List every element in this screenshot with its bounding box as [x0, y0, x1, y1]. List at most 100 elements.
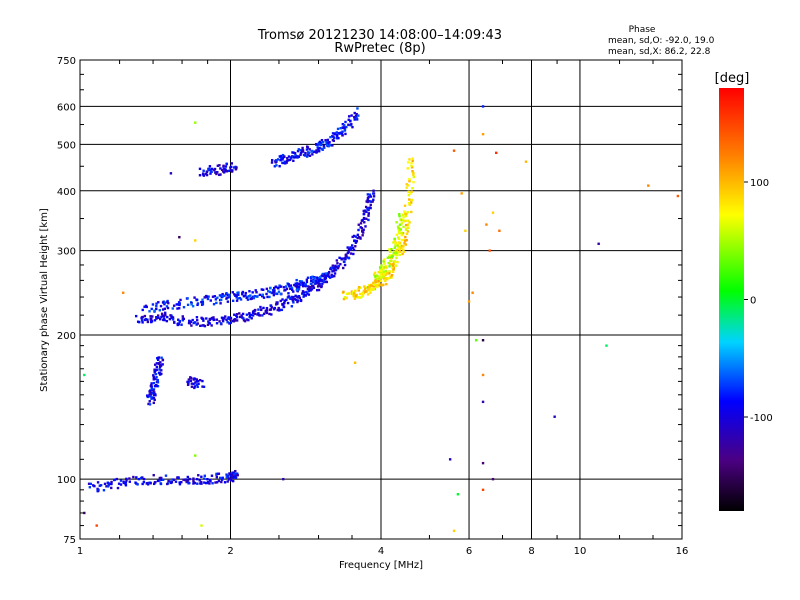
data-point [242, 319, 246, 322]
data-point [282, 302, 286, 305]
data-point [336, 262, 339, 265]
data-point [358, 296, 361, 299]
data-point [345, 292, 349, 296]
data-point [155, 362, 159, 365]
data-point [222, 171, 226, 174]
data-point [295, 298, 298, 301]
data-point [280, 156, 283, 160]
data-point [117, 482, 121, 485]
data-point [215, 475, 219, 479]
data-point [143, 305, 146, 308]
data-point [296, 299, 300, 302]
data-point [219, 322, 223, 325]
data-point [156, 358, 160, 362]
data-point [385, 282, 388, 286]
data-point [406, 167, 409, 170]
data-point [146, 395, 149, 399]
data-point [348, 123, 351, 127]
data-point [168, 317, 172, 321]
data-point [153, 481, 157, 484]
data-point [411, 159, 414, 163]
data-point [333, 268, 336, 271]
data-point [307, 293, 311, 296]
data-point [158, 479, 161, 482]
data-point [211, 482, 214, 485]
data-point [287, 283, 290, 286]
data-point [244, 294, 247, 297]
data-point [153, 309, 156, 312]
data-point [286, 301, 290, 305]
data-point [282, 477, 285, 481]
data-point [270, 313, 273, 316]
data-point [225, 473, 228, 476]
data-point [89, 482, 92, 486]
data-point [401, 213, 405, 216]
data-point [162, 318, 165, 322]
data-point [221, 295, 224, 298]
data-point [289, 284, 293, 287]
data-point [206, 297, 210, 301]
data-point [153, 384, 157, 388]
data-point [208, 482, 211, 485]
data-point [128, 480, 132, 483]
data-point [152, 473, 155, 477]
data-point [196, 385, 199, 389]
data-point [207, 295, 210, 298]
data-point [354, 235, 357, 238]
data-point [164, 301, 167, 304]
data-point [403, 239, 407, 243]
data-point [370, 288, 373, 291]
data-point [372, 195, 376, 198]
data-point [343, 263, 347, 267]
data-point [357, 289, 360, 292]
data-point [287, 292, 290, 295]
data-point [405, 238, 408, 242]
data-point [400, 222, 404, 225]
data-point [237, 293, 240, 297]
data-point [235, 166, 238, 169]
data-point [318, 140, 322, 144]
data-point [231, 319, 234, 323]
data-point [364, 290, 367, 293]
data-point [208, 318, 212, 322]
data-point [215, 172, 218, 176]
data-point [382, 259, 385, 263]
data-point [324, 139, 327, 142]
data-point [152, 375, 155, 379]
data-point [188, 322, 192, 325]
data-point [335, 265, 338, 268]
data-point [379, 269, 382, 272]
data-point [159, 317, 162, 321]
data-point [155, 376, 158, 379]
data-point [292, 290, 295, 293]
data-point [374, 281, 378, 284]
data-point [142, 477, 146, 481]
colorbar-ticks: 100 0 -100 [744, 178, 773, 424]
data-point [481, 461, 485, 465]
data-point [195, 477, 199, 481]
data-point [410, 166, 414, 169]
data-point [336, 127, 340, 131]
data-point [347, 292, 350, 295]
data-point [202, 324, 205, 327]
data-point [161, 301, 165, 304]
data-point [295, 284, 299, 287]
data-point [225, 170, 228, 173]
data-point [148, 310, 151, 313]
data-point [205, 317, 208, 320]
phase-note-o: mean, sd,O: -92.0, 19.0 [608, 36, 715, 46]
data-point [106, 485, 110, 488]
data-point [313, 276, 316, 280]
data-point [347, 123, 350, 126]
data-point [149, 318, 153, 321]
data-point [237, 291, 240, 294]
data-point [194, 121, 197, 124]
data-point [226, 296, 229, 299]
data-point [248, 312, 251, 316]
data-point [310, 282, 313, 285]
data-point [229, 318, 232, 321]
data-point [215, 322, 219, 325]
data-point [160, 369, 163, 372]
data-point [349, 252, 353, 255]
data-point [406, 230, 410, 233]
